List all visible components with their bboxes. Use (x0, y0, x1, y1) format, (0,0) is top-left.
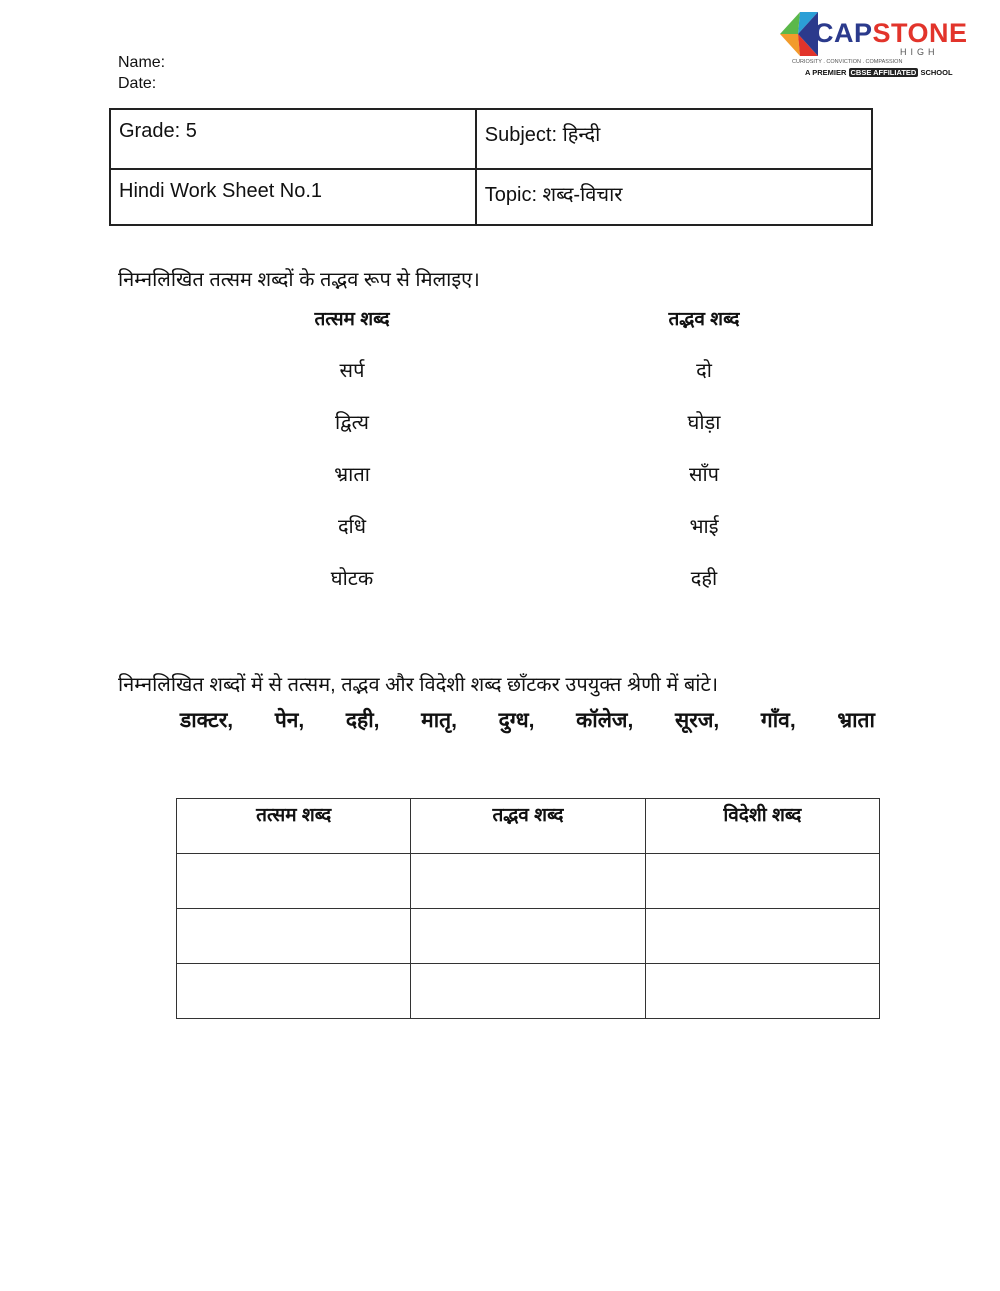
name-label: Name: (118, 54, 166, 71)
answer-cell[interactable] (175, 853, 412, 909)
tatsam-word: सर्प (339, 360, 365, 382)
info-table: Grade: 5 Subject: हिन्दी Hindi Work Sheet… (109, 108, 874, 226)
logo-tag-post: SCHOOL (920, 68, 953, 77)
q1-col-right-header: तद्भव शब्द (668, 309, 740, 330)
logo-arrow-icon (780, 12, 818, 56)
tatsam-word: घोटक (330, 568, 374, 590)
q2-word-list: डाक्टर, पेन, दही, मातृ, दुग्ध, कॉलेज, सू… (180, 706, 875, 734)
worksheet-cell: Hindi Work Sheet No.1 (109, 168, 477, 226)
logo-tag-cbse: CBSE AFFILIATED (848, 68, 919, 77)
logo-motto: CURIOSITY . CONVICTION . COMPASSION (792, 59, 903, 65)
answer-cell[interactable] (410, 908, 646, 964)
word: दही, (345, 709, 380, 732)
logo-text-2: STONE (872, 18, 968, 48)
tadbhav-word: भाई (689, 516, 719, 538)
logo-sub: HIGH (900, 47, 939, 57)
answer-cell[interactable] (644, 853, 881, 909)
word: पेन, (274, 709, 305, 732)
logo-tag-pre: A PREMIER (805, 68, 847, 77)
school-logo: CAPSTONE HIGH CURIOSITY . CONVICTION . C… (780, 10, 967, 80)
word: सूरज, (675, 709, 720, 732)
answer-cell[interactable] (410, 963, 646, 1019)
subject-cell: Subject: हिन्दी (474, 108, 874, 170)
answer-cell[interactable] (175, 908, 412, 964)
answer-cell[interactable] (644, 963, 881, 1019)
tadbhav-word: दही (690, 568, 718, 590)
tatsam-word: द्वित्य (334, 412, 370, 434)
logo-text-1: CAP (814, 18, 873, 48)
header-tadbhav: तद्भव शब्द (410, 798, 646, 854)
answer-cell[interactable] (644, 908, 881, 964)
word: गाँव, (760, 709, 796, 732)
answer-cell[interactable] (410, 853, 646, 909)
q1-col-left-header: तत्सम शब्द (314, 309, 390, 330)
word: दुग्ध, (498, 709, 535, 732)
tatsam-word: दधि (337, 516, 367, 538)
tadbhav-word: दो (696, 360, 712, 382)
word: डाक्टर, (180, 709, 234, 732)
classification-table: तत्सम शब्द तद्भव शब्द विदेशी शब्द (175, 798, 881, 1019)
topic-cell: Topic: शब्द-विचार (474, 168, 874, 226)
word: मातृ, (421, 709, 457, 732)
tadbhav-word: साँप (688, 464, 720, 486)
q1-instruction: निम्नलिखित तत्सम शब्दों के तद्भव रूप से … (118, 269, 480, 291)
tatsam-word: भ्राता (334, 464, 370, 486)
header-videshi: विदेशी शब्द (644, 798, 881, 854)
word: भ्राता (837, 709, 875, 732)
date-label: Date: (118, 75, 157, 92)
answer-cell[interactable] (175, 963, 412, 1019)
tadbhav-word: घोड़ा (687, 412, 721, 434)
word: कॉलेज, (576, 709, 634, 732)
grade-cell: Grade: 5 (109, 108, 477, 170)
q2-instruction: निम्नलिखित शब्दों में से तत्सम, तद्भव और… (118, 674, 719, 696)
header-tatsam: तत्सम शब्द (175, 798, 412, 854)
